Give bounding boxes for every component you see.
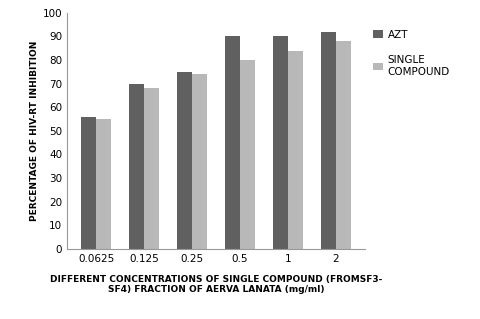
Bar: [288, 50, 303, 249]
Bar: [225, 36, 240, 249]
Y-axis label: PERCENTAGE OF HIV-RT INHIBITION: PERCENTAGE OF HIV-RT INHIBITION: [30, 41, 38, 221]
Bar: [129, 84, 144, 249]
Bar: [192, 74, 207, 249]
Bar: [336, 41, 351, 249]
Bar: [177, 72, 192, 249]
Bar: [144, 88, 159, 249]
Bar: [273, 36, 288, 249]
Bar: [96, 119, 111, 249]
Legend: AZT, SINGLE
COMPOUND: AZT, SINGLE COMPOUND: [373, 30, 450, 77]
Bar: [240, 60, 255, 249]
Bar: [81, 117, 96, 249]
X-axis label: DIFFERENT CONCENTRATIONS OF SINGLE COMPOUND (FROMSF3-
SF4) FRACTION OF AERVA LAN: DIFFERENT CONCENTRATIONS OF SINGLE COMPO…: [50, 275, 382, 294]
Bar: [321, 32, 336, 249]
